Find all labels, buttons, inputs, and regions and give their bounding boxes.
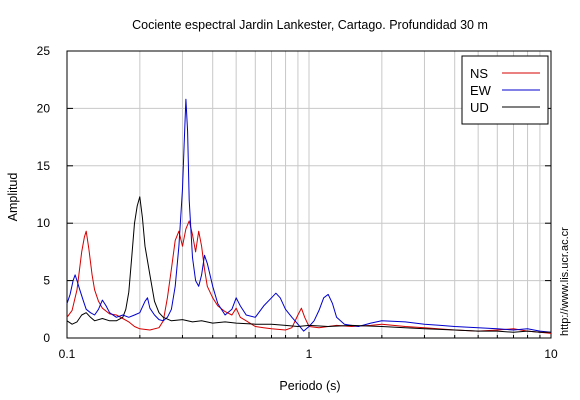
series-layer bbox=[66, 98, 552, 334]
y-tick-label: 20 bbox=[37, 101, 51, 115]
legend-label-ew: EW bbox=[470, 83, 492, 98]
legend-label-ud: UD bbox=[470, 100, 489, 115]
x-tick-label: 1 bbox=[306, 347, 313, 361]
x-tick-label: 10 bbox=[544, 347, 558, 361]
y-tick-label: 10 bbox=[37, 216, 51, 230]
x-tick-label: 0.1 bbox=[59, 347, 76, 361]
axis-ticks: 0.1 1 10 0 5 10 15 20 25 bbox=[37, 44, 558, 361]
series-line-ud bbox=[66, 196, 551, 333]
credit-url: http://www.lis.ucr.ac.cr bbox=[559, 227, 571, 336]
y-tick-label: 25 bbox=[37, 44, 51, 58]
y-tick-label: 5 bbox=[43, 274, 50, 288]
legend-label-ns: NS bbox=[470, 66, 488, 81]
y-tick-label: 15 bbox=[37, 159, 51, 173]
grid bbox=[67, 51, 551, 338]
x-axis-label: Periodo (s) bbox=[279, 379, 340, 393]
chart-title: Cociente espectral Jardin Lankester, Car… bbox=[132, 18, 488, 32]
series-line-ew bbox=[66, 98, 552, 333]
legend: NS EW UD bbox=[461, 55, 549, 125]
y-tick-label: 0 bbox=[43, 331, 50, 345]
y-axis-label: Amplitud bbox=[6, 173, 20, 222]
